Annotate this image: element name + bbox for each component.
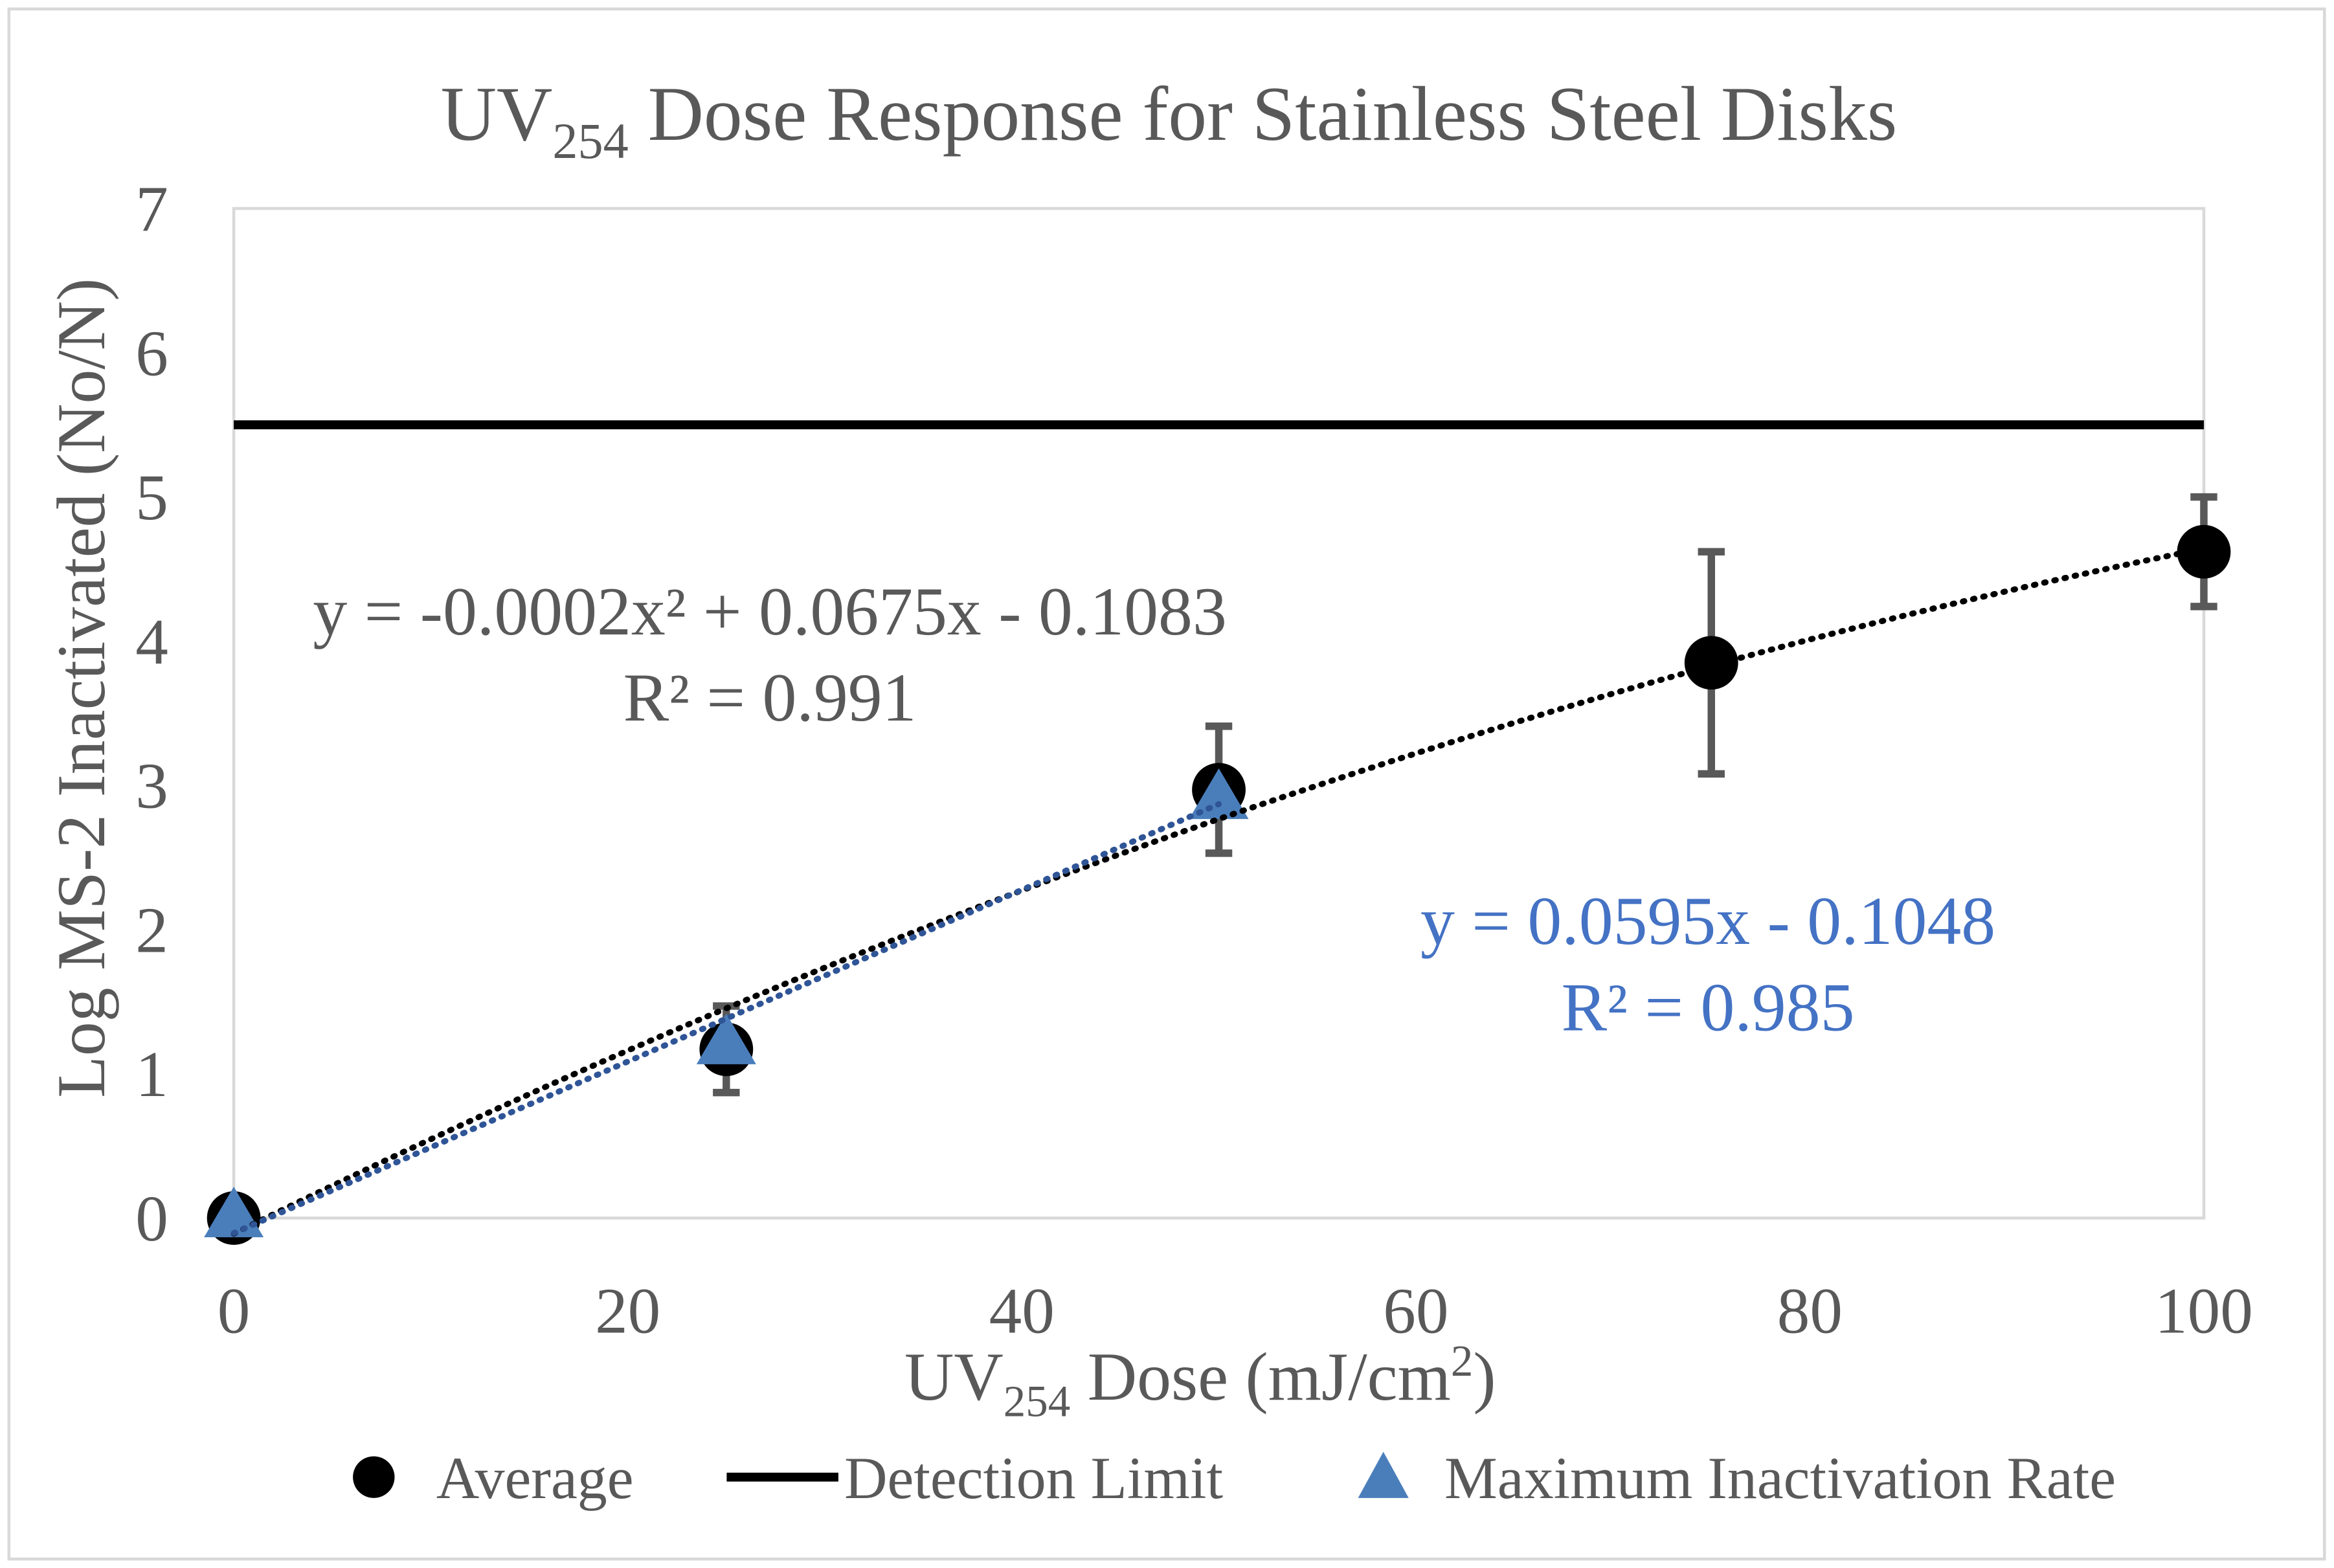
y-tick-label: 7: [135, 173, 168, 245]
linear-trendline: [230, 801, 1222, 1237]
x-axis-label-rest: Dose (mJ/cm: [1070, 1339, 1451, 1415]
x-tick-label: 80: [1777, 1275, 1843, 1347]
x-tick-label: 20: [595, 1275, 660, 1347]
poly-trend-equation: y = -0.0002x² + 0.0675x - 0.1083: [313, 574, 1227, 649]
chart-title-subscript: 254: [552, 113, 628, 169]
data-markers: [204, 524, 2231, 1245]
trendlines: [230, 545, 2207, 1237]
legend: Average Detection Limit Maximum Inactiva…: [353, 1445, 2116, 1511]
chart-title-main: UV: [441, 71, 553, 157]
max-inactivation-point: [696, 1013, 756, 1064]
y-tick-labels: 0 1 2 3 4 5 6 7: [135, 173, 168, 1255]
polynomial-trendline: [230, 545, 2207, 1237]
chart-title-rest: Dose Response for Stainless Steel Disks: [629, 71, 1898, 157]
legend-average-marker: [353, 1456, 395, 1498]
plot-area: [232, 207, 2206, 1220]
x-tick-label: 0: [218, 1275, 251, 1347]
y-tick-label: 0: [135, 1182, 168, 1255]
y-tick-label: 1: [135, 1038, 168, 1110]
chart-title: UV254 Dose Response for Stainless Steel …: [441, 71, 1898, 169]
x-axis-label-subscript: 254: [1004, 1376, 1070, 1426]
x-tick-label: 100: [2155, 1275, 2253, 1347]
y-tick-label: 3: [135, 750, 168, 822]
x-axis-label-superscript: 2: [1451, 1336, 1474, 1385]
average-point: [2177, 524, 2231, 579]
linear-trend-r2: R² = 0.985: [1562, 970, 1855, 1046]
y-tick-label: 2: [135, 893, 168, 966]
y-axis-label: Log MS-2 Inactivated (No/N): [43, 278, 119, 1098]
legend-detection-limit-label: Detection Limit: [844, 1445, 1223, 1511]
linear-trend-equation: y = 0.0595x - 0.1048: [1420, 883, 1995, 959]
y-tick-label: 6: [135, 317, 168, 389]
poly-trend-r2: R² = 0.991: [623, 660, 917, 735]
x-tick-labels: 0 20 40 60 80 100: [218, 1275, 2253, 1347]
y-tick-label: 5: [135, 461, 168, 533]
x-tick-label: 40: [989, 1275, 1055, 1347]
x-axis-label-end: ): [1473, 1339, 1496, 1415]
y-tick-label: 4: [135, 605, 168, 678]
legend-average-label: Average: [436, 1445, 634, 1511]
x-tick-label: 60: [1383, 1275, 1448, 1347]
x-axis-label-main: UV: [904, 1339, 1004, 1415]
legend-max-inactivation-label: Maximum Inactivation Rate: [1444, 1445, 2116, 1511]
max-inactivation-point: [1189, 768, 1249, 820]
legend-max-inactivation-marker: [1358, 1451, 1409, 1498]
x-axis-label: UV254 Dose (mJ/cm2): [904, 1336, 1496, 1426]
max-inactivation-point: [204, 1186, 264, 1238]
chart-border: [7, 7, 2326, 1561]
